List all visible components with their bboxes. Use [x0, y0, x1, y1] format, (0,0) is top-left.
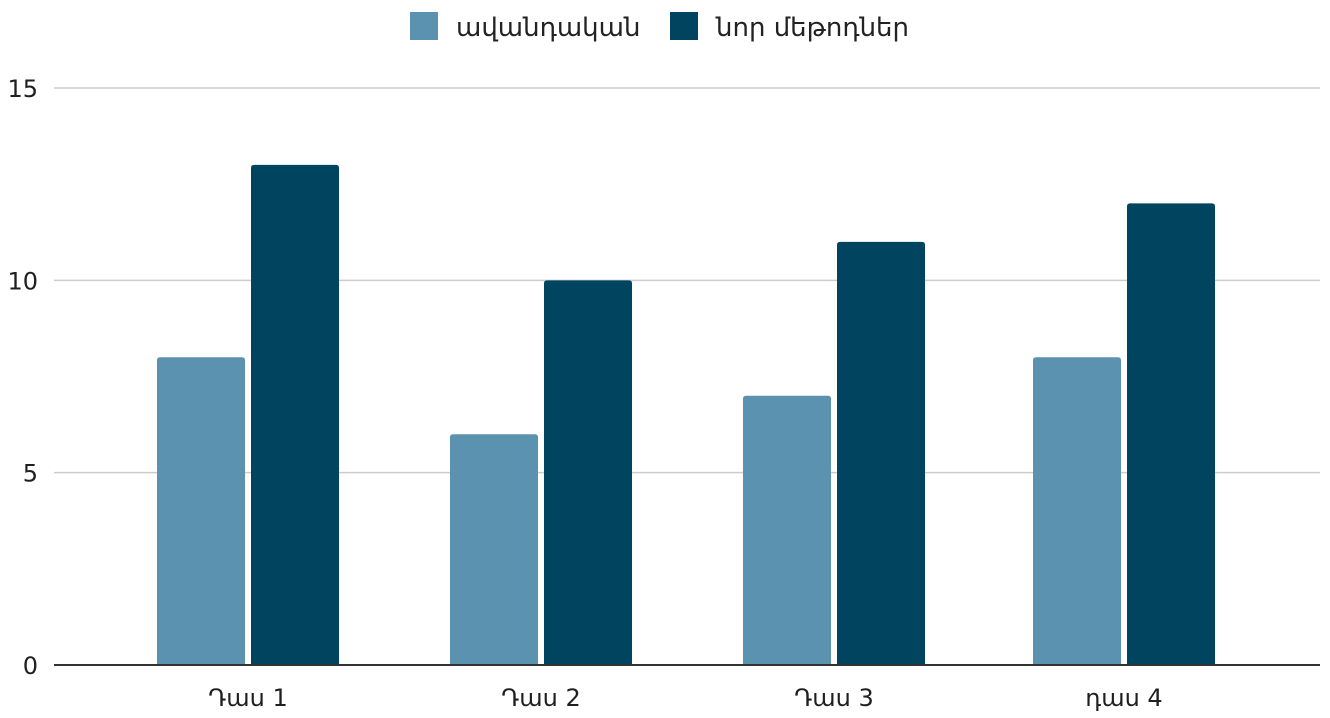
- y-tick-label: 0: [23, 652, 38, 680]
- legend-label-new-methods: նոր մեթոդներ: [715, 13, 909, 43]
- bar-new-methods-1: [251, 164, 339, 665]
- bar-traditional-3: [743, 395, 831, 665]
- bar-traditional-4: [1033, 357, 1121, 665]
- y-tick-label: 10: [7, 267, 38, 295]
- bar-new-methods-4: [1127, 203, 1215, 665]
- bar-traditional-1: [157, 357, 245, 665]
- legend-swatch-new-methods: [670, 12, 698, 40]
- bars: [157, 164, 1215, 665]
- bar-traditional-2: [450, 434, 538, 665]
- legend-item-traditional: ավանդական: [410, 12, 640, 43]
- x-category-label: դաս 4: [1085, 684, 1162, 712]
- x-axis-category-labels: Դաս 1 Դաս 2 Դաս 3 դաս 4: [208, 684, 1162, 712]
- legend-label-traditional: ավանդական: [456, 13, 640, 43]
- y-tick-label: 5: [23, 460, 38, 488]
- x-category-label: Դաս 1: [208, 684, 288, 712]
- y-tick-label: 15: [7, 75, 38, 103]
- legend: ավանդական նոր մեթոդներ: [410, 12, 909, 43]
- y-axis-tick-labels: 0 5 10 15: [7, 75, 38, 680]
- x-category-label: Դաս 2: [501, 684, 581, 712]
- bar-new-methods-3: [837, 241, 925, 665]
- legend-swatch-traditional: [410, 12, 438, 40]
- legend-item-new-methods: նոր մեթոդներ: [670, 12, 909, 43]
- x-category-label: Դաս 3: [794, 684, 874, 712]
- bar-new-methods-2: [544, 280, 632, 665]
